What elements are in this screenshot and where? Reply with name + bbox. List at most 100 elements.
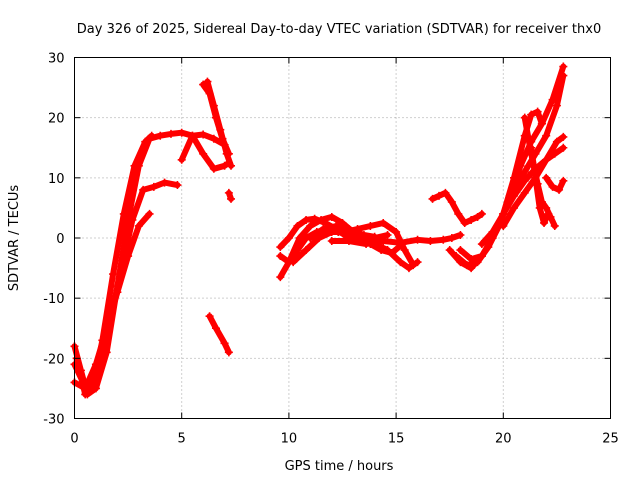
data-point [222, 149, 231, 158]
data-point [224, 188, 233, 197]
data-point [216, 125, 225, 134]
data-point [128, 215, 137, 224]
data-point [160, 178, 169, 187]
data-point [477, 252, 486, 261]
data-point [555, 185, 564, 194]
data-point [456, 230, 465, 239]
data-point [542, 155, 551, 164]
data-point [302, 246, 311, 255]
data-point [332, 221, 341, 230]
data-point [209, 164, 218, 173]
data-point [559, 176, 568, 185]
data-point [462, 261, 471, 270]
data-point [510, 203, 519, 212]
data-point [89, 378, 98, 387]
data-point [533, 107, 542, 116]
data-point [113, 288, 122, 297]
y-tick-label: 10 [48, 172, 65, 187]
data-point [177, 155, 186, 164]
data-point [550, 221, 559, 230]
data-point [499, 221, 508, 230]
data-point [98, 336, 107, 345]
data-point [413, 235, 422, 244]
data-point [306, 221, 315, 230]
series-arc-24 [543, 174, 567, 193]
data-point [327, 212, 336, 221]
series-arc-15 [328, 232, 464, 247]
data-point [439, 235, 448, 244]
data-point [516, 161, 525, 170]
y-axis-label: SDTVAR / TECUs [7, 185, 22, 292]
data-point [276, 243, 285, 252]
data-point [188, 131, 197, 140]
data-point [527, 143, 536, 152]
data-point [220, 339, 229, 348]
data-point [289, 258, 298, 267]
data-point [227, 194, 236, 203]
data-point [456, 246, 465, 255]
data-point [520, 176, 529, 185]
data-point [212, 324, 221, 333]
data-point [559, 71, 568, 80]
data-point [467, 215, 476, 224]
data-point [552, 101, 561, 110]
data-point [488, 227, 497, 236]
series-arc-9 [206, 313, 232, 356]
data-point [520, 188, 529, 197]
data-point [559, 62, 568, 71]
data-point [119, 209, 128, 218]
y-tick-label: -30 [43, 413, 64, 428]
y-tick-label: 0 [56, 232, 64, 247]
data-point [426, 237, 435, 246]
x-tick-label: 25 [602, 432, 619, 447]
data-point [447, 234, 456, 242]
data-point [344, 224, 353, 233]
data-point [327, 237, 336, 246]
y-tick-label: 20 [48, 112, 65, 127]
x-tick-label: 0 [70, 432, 78, 447]
data-point [383, 246, 392, 255]
y-tick-label: 30 [48, 52, 65, 67]
x-tick-label: 20 [495, 432, 512, 447]
data-point [310, 214, 319, 223]
data-point [379, 218, 388, 227]
x-tick-label: 10 [281, 432, 298, 447]
data-point [428, 194, 437, 203]
data-point [537, 119, 546, 128]
data-point [130, 161, 139, 170]
data-point [540, 218, 549, 227]
data-point [473, 212, 482, 221]
chart-title: Day 326 of 2025, Sidereal Day-to-day VTE… [77, 22, 601, 37]
data-point [392, 227, 401, 236]
data-point [156, 131, 165, 140]
data-point [141, 137, 150, 146]
y-tick-label: -20 [43, 352, 64, 367]
data-point [379, 237, 388, 246]
data-point [520, 167, 529, 176]
data-point [293, 221, 302, 230]
data-point [542, 173, 551, 182]
data-point [535, 203, 544, 212]
data-point [454, 209, 463, 218]
series-arc-16 [429, 189, 485, 226]
y-tick-label: -10 [43, 292, 64, 307]
data-point [306, 234, 315, 242]
data-point [220, 161, 229, 170]
data-point [396, 258, 405, 267]
x-axis-label: GPS time / hours [285, 459, 394, 474]
series-arc-14 [307, 223, 421, 272]
data-point [357, 230, 366, 239]
data-point [510, 191, 519, 200]
data-point [209, 134, 218, 143]
data-point [124, 252, 133, 261]
data-point [209, 101, 218, 110]
data-point [396, 238, 405, 247]
data-point [224, 158, 233, 167]
data-point [199, 130, 208, 139]
data-point [293, 246, 302, 255]
data-point [477, 209, 486, 218]
data-point [145, 209, 154, 218]
data-point [542, 131, 551, 140]
data-point [362, 240, 371, 249]
